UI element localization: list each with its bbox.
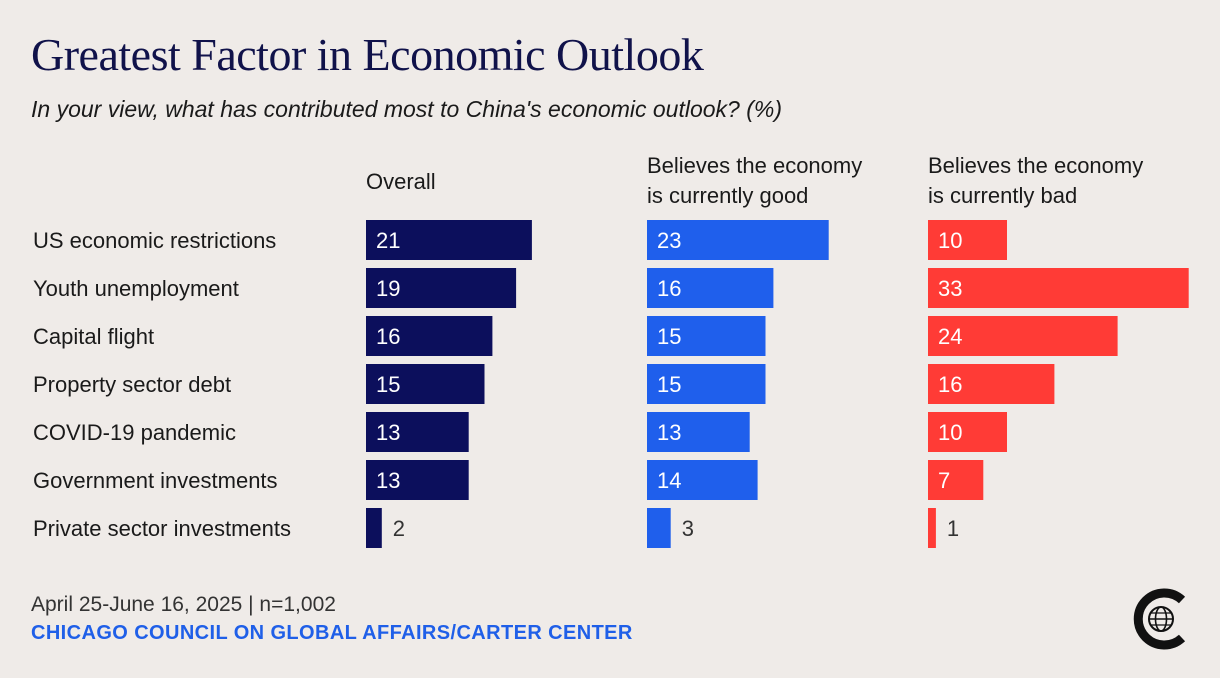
bar xyxy=(366,220,532,260)
data-label: 2 xyxy=(393,516,405,541)
data-label: 3 xyxy=(682,516,694,541)
data-label: 13 xyxy=(376,468,400,493)
column-header-line: Believes the economy xyxy=(647,153,863,178)
data-label: 16 xyxy=(938,372,962,397)
column-header-line: is currently bad xyxy=(928,183,1078,208)
data-label: 13 xyxy=(376,420,400,445)
data-label: 23 xyxy=(657,228,681,253)
data-label: 7 xyxy=(938,468,950,493)
data-label: 15 xyxy=(657,324,681,349)
bar xyxy=(928,316,1118,356)
chart-title: Greatest Factor in Economic Outlook xyxy=(31,29,704,80)
data-label: 10 xyxy=(938,420,962,445)
bar xyxy=(366,316,493,356)
bar xyxy=(366,268,517,308)
category-label: Capital flight xyxy=(33,324,154,349)
data-label: 10 xyxy=(938,228,962,253)
bar xyxy=(928,268,1189,308)
bar xyxy=(928,412,1007,452)
data-label: 16 xyxy=(376,324,400,349)
column-header-overall: Overall xyxy=(366,167,436,197)
data-label: 24 xyxy=(938,324,962,349)
source-credit: CHICAGO COUNCIL ON GLOBAL AFFAIRS/CARTER… xyxy=(31,622,633,644)
column-header-line: Overall xyxy=(366,169,436,194)
chart-subtitle: In your view, what has contributed most … xyxy=(31,96,782,122)
bar xyxy=(928,220,1007,260)
survey-date-and-sample: April 25-June 16, 2025 | n=1,002 xyxy=(31,593,336,616)
column-header-good: Believes the economy is currently good xyxy=(647,151,862,211)
bar xyxy=(647,508,671,548)
category-label: Private sector investments xyxy=(33,516,291,541)
category-label: Government investments xyxy=(33,468,278,493)
bar xyxy=(647,412,750,452)
bar xyxy=(647,268,774,308)
bar xyxy=(366,460,469,500)
category-label: COVID-19 pandemic xyxy=(33,420,236,445)
column-header-bad: Believes the economy is currently bad xyxy=(928,151,1143,211)
bar xyxy=(647,460,758,500)
bar xyxy=(647,316,766,356)
bar xyxy=(928,508,936,548)
data-label: 15 xyxy=(376,372,400,397)
globe-c-logo-icon xyxy=(1133,588,1186,650)
data-label: 16 xyxy=(657,276,681,301)
bar xyxy=(647,364,766,404)
category-label: US economic restrictions xyxy=(33,228,276,253)
category-label: Youth unemployment xyxy=(33,276,239,301)
data-label: 14 xyxy=(657,468,681,493)
column-header-line: Believes the economy xyxy=(928,153,1144,178)
data-label: 21 xyxy=(376,228,400,253)
data-label: 33 xyxy=(938,276,962,301)
bar xyxy=(366,364,485,404)
data-label: 13 xyxy=(657,420,681,445)
column-header-line: is currently good xyxy=(647,183,809,208)
data-label: 15 xyxy=(657,372,681,397)
category-label: Property sector debt xyxy=(33,372,231,397)
bar xyxy=(928,364,1055,404)
data-label: 1 xyxy=(947,516,959,541)
bar xyxy=(928,460,984,500)
bar xyxy=(366,508,382,548)
bar xyxy=(647,220,829,260)
bar xyxy=(366,412,469,452)
data-label: 19 xyxy=(376,276,400,301)
